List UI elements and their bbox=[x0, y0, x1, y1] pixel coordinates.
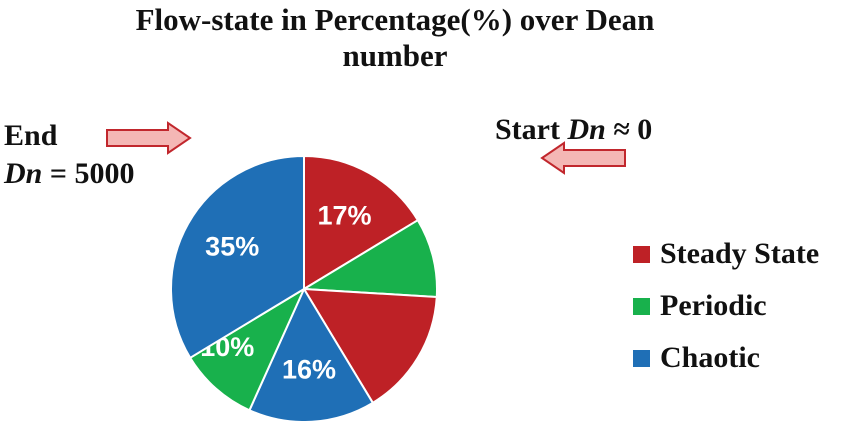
legend-swatch-steady-state bbox=[633, 245, 650, 263]
start-dn-symbol: Dn bbox=[567, 113, 606, 146]
pie-slice-label: 16% bbox=[282, 354, 336, 384]
legend-label-steady-state: Steady State bbox=[660, 237, 820, 270]
end-dn-value: = 5000 bbox=[42, 157, 135, 190]
end-label: End bbox=[4, 119, 58, 152]
pie-slice-steady-state bbox=[303, 154, 420, 291]
start-label-text: Start bbox=[495, 113, 568, 146]
chart-legend: Steady State Periodic Chaotic bbox=[633, 228, 819, 384]
legend-swatch-periodic bbox=[633, 297, 650, 315]
legend-item-steady-state: Steady State bbox=[633, 228, 819, 280]
chart-title-line-2: number bbox=[342, 38, 448, 73]
end-dn-symbol: Dn bbox=[4, 157, 43, 190]
legend-item-periodic: Periodic bbox=[633, 280, 819, 332]
legend-label-chaotic: Chaotic bbox=[660, 341, 760, 374]
pie-slice-periodic bbox=[300, 218, 438, 299]
pie-slice-steady-state bbox=[302, 287, 438, 405]
legend-swatch-chaotic bbox=[633, 349, 650, 367]
pie-slice-periodic bbox=[188, 286, 307, 412]
start-dn-value: ≈ 0 bbox=[605, 113, 653, 146]
pie-slice-label: 35% bbox=[205, 232, 259, 262]
legend-label-periodic: Periodic bbox=[660, 289, 767, 322]
pie-slice-label: 17% bbox=[317, 200, 371, 230]
end-dean-number: Dn = 5000 bbox=[4, 156, 134, 192]
right-arrow-icon bbox=[106, 121, 192, 155]
left-arrow-icon bbox=[540, 141, 626, 175]
pie-slice-chaotic bbox=[170, 154, 305, 360]
start-label: Start Dn ≈ 0 bbox=[495, 112, 652, 148]
pie-slice-chaotic bbox=[248, 286, 375, 421]
chart-title: Flow-state in Percentage(%) over Dean nu… bbox=[0, 2, 790, 74]
legend-item-chaotic: Chaotic bbox=[633, 332, 819, 384]
chart-title-line-1: Flow-state in Percentage(%) over Dean bbox=[135, 2, 655, 37]
